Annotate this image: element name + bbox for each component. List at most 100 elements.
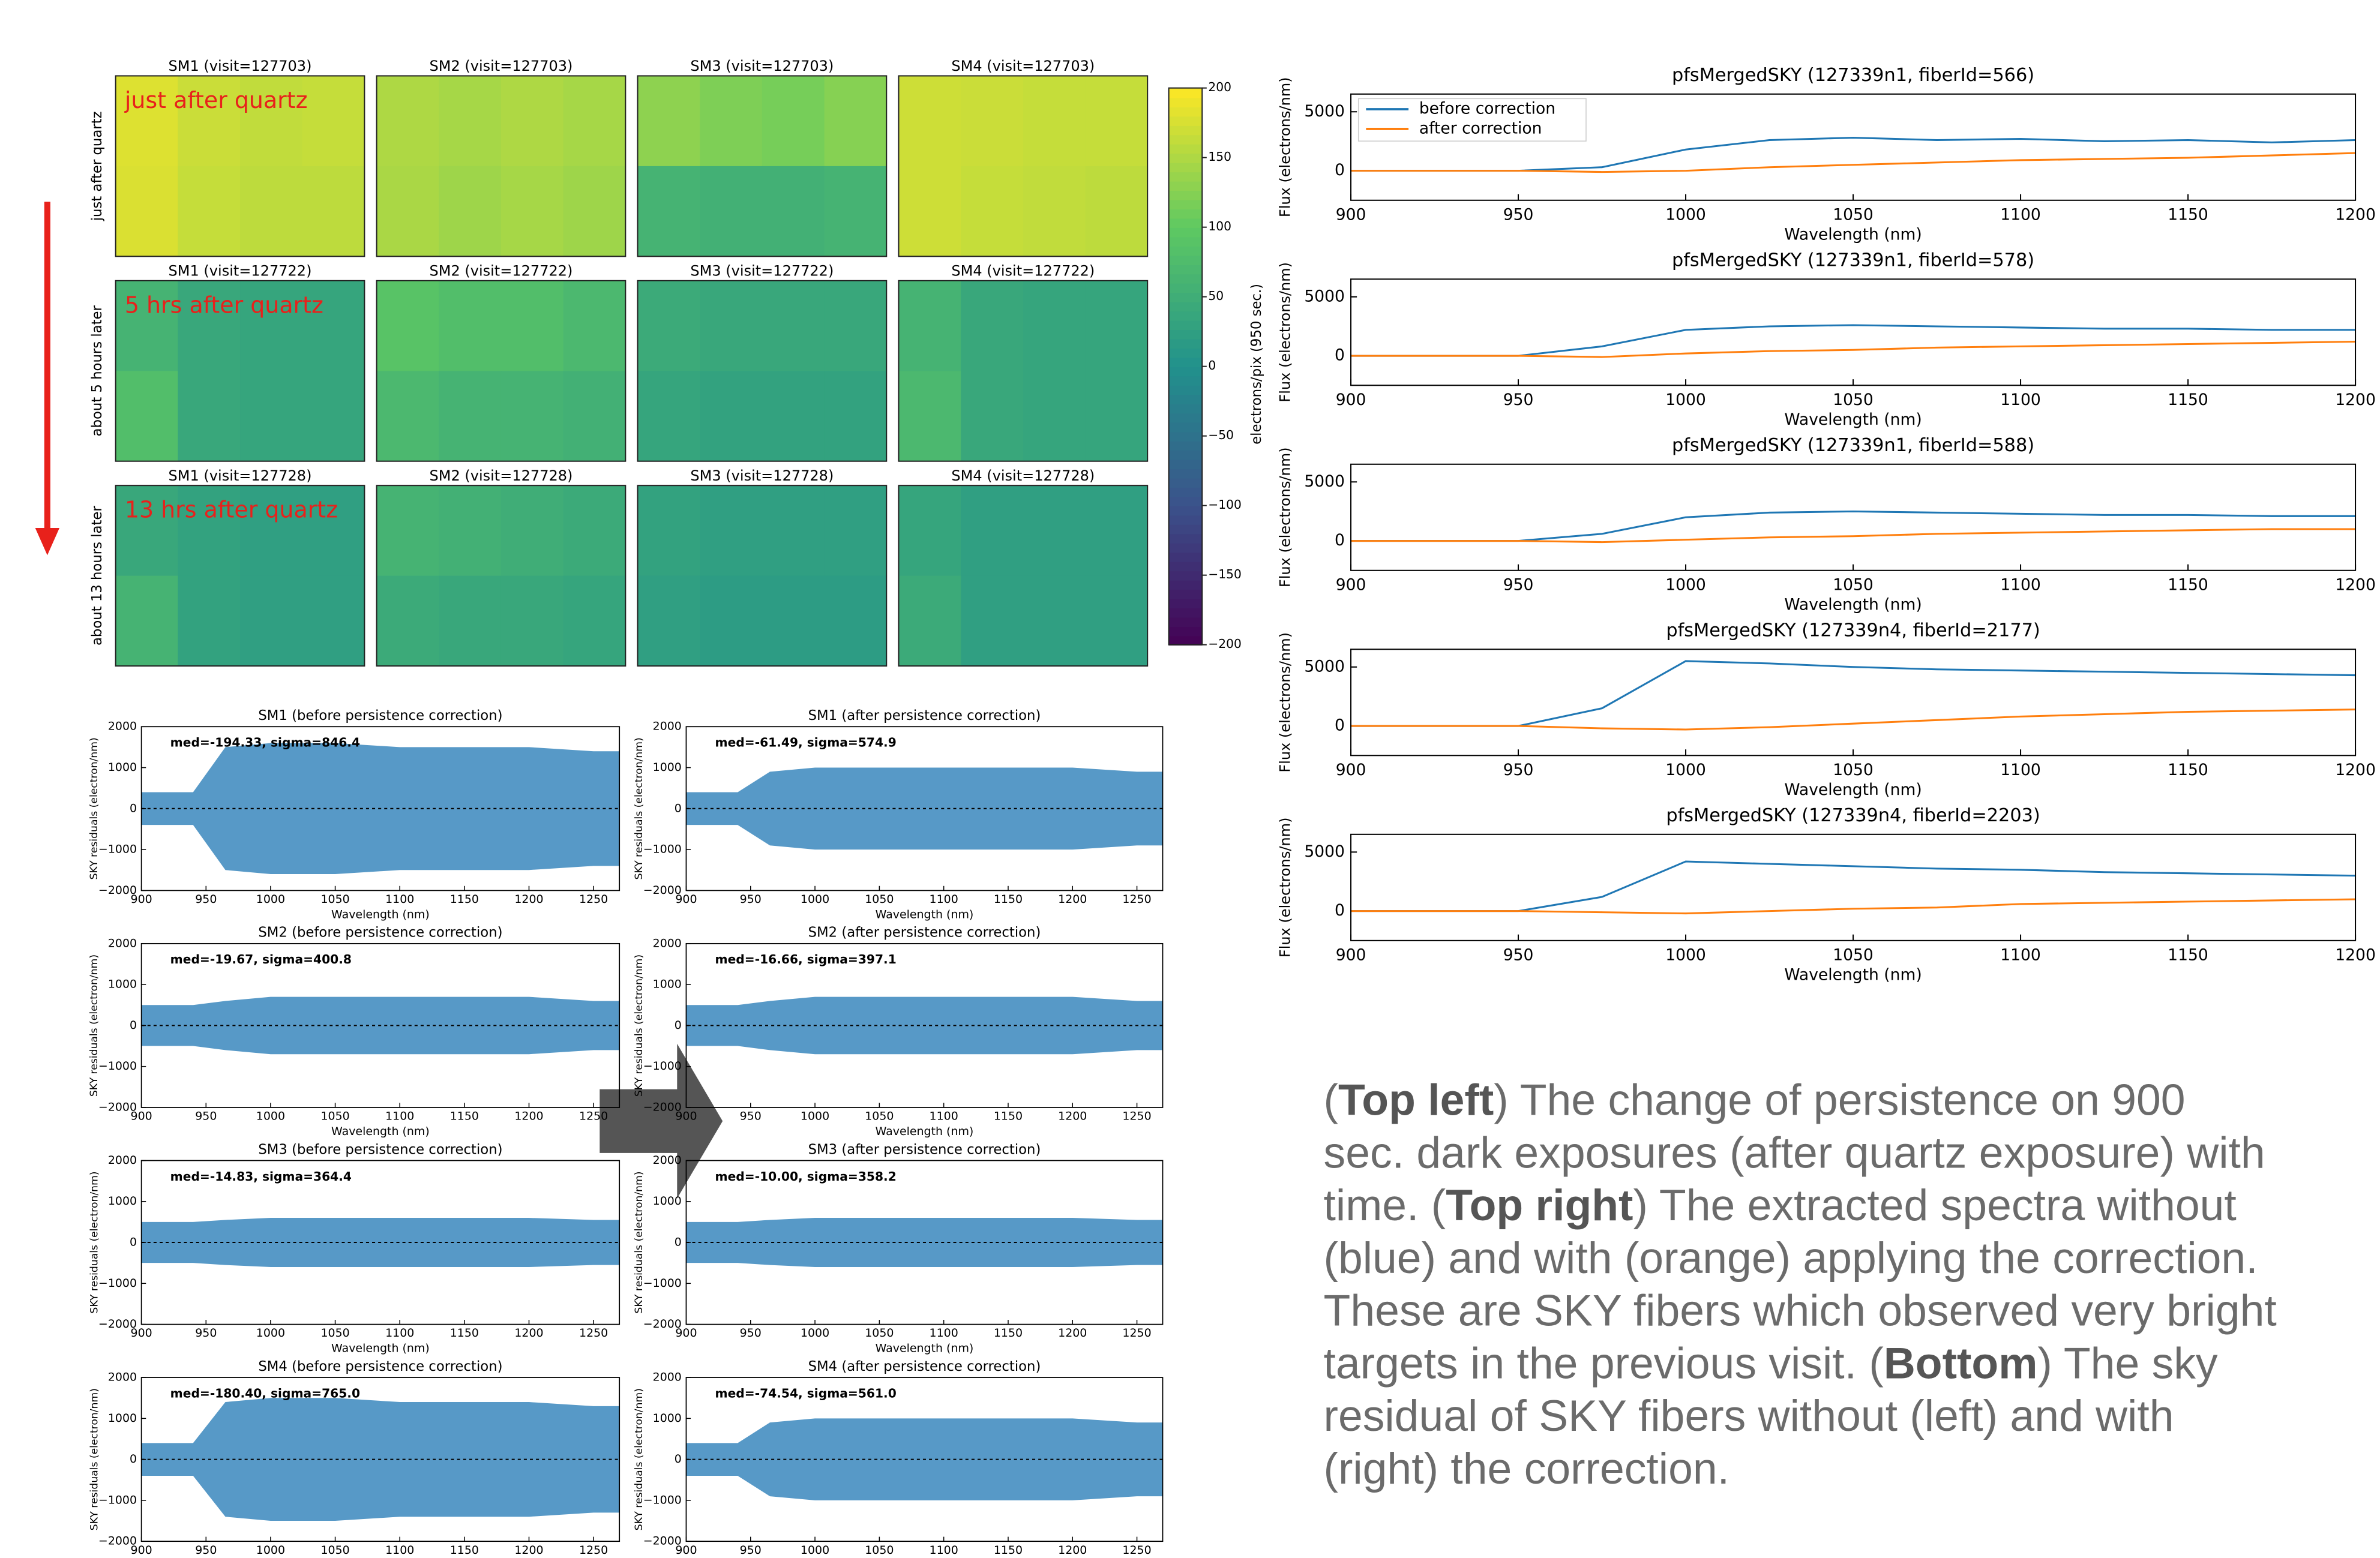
colorbar-step [1168, 218, 1203, 228]
x-tick-label: 1050 [320, 1110, 349, 1123]
colorbar-step [1168, 607, 1203, 618]
x-tick-label: 1050 [1833, 946, 1874, 965]
x-tick-label: 1150 [450, 1110, 479, 1123]
chart-title: SM3 (before persistence correction) [258, 1142, 502, 1157]
heatmap-cell [178, 76, 241, 167]
heatmap-cell [115, 166, 179, 257]
colorbar-step [1168, 478, 1203, 488]
plot-frame [1350, 833, 2357, 941]
residual-band [141, 1398, 620, 1460]
heatmap-cell [376, 575, 440, 667]
y-tick-label: 0 [1335, 346, 1345, 365]
x-tick-label: 1150 [2168, 761, 2208, 779]
y-axis-label: Flux (electrons/nm) [1276, 632, 1293, 773]
panel-frame [376, 485, 627, 667]
colorbar-step [1168, 459, 1203, 470]
heatmap-cell [637, 485, 700, 577]
panel-frame [376, 280, 627, 462]
x-tick-label: 1000 [256, 1110, 285, 1123]
heatmap-cell [563, 166, 627, 257]
x-tick-label: 1200 [514, 1110, 543, 1123]
y-tick-label: −2000 [98, 1100, 137, 1113]
heatmap-cell [762, 485, 825, 577]
plot-frame [685, 1377, 1164, 1542]
colorbar-step [1168, 245, 1203, 256]
y-axis-label: SKY residuals (electron/nm) [633, 737, 645, 879]
series-line [1351, 898, 2356, 915]
x-tick-label: 900 [131, 1110, 152, 1123]
heatmap-cell [898, 76, 961, 167]
heatmap-cell [115, 485, 179, 577]
heatmap-cell [240, 280, 303, 372]
x-tick-label: 1150 [994, 1110, 1023, 1123]
panel-frame [637, 75, 888, 257]
chart-title: SM2 (before persistence correction) [258, 925, 502, 941]
x-tick-label: 1150 [994, 893, 1023, 906]
y-tick-label: 0 [1335, 161, 1345, 179]
colorbar-tick-label: 150 [1208, 149, 1231, 164]
x-tick-label: 1200 [2335, 206, 2376, 224]
x-tick-label: 1000 [1665, 761, 1706, 779]
x-axis-label: Wavelength (nm) [331, 908, 430, 921]
colorbar-step [1168, 125, 1203, 136]
heatmap-cell [1023, 76, 1086, 167]
heatmap-cell [700, 280, 763, 372]
colorbar-step [1168, 116, 1203, 126]
x-axis-label: Wavelength (nm) [1784, 595, 1922, 614]
colorbar-step [1168, 440, 1203, 451]
x-tick-label: 1050 [1833, 391, 1874, 409]
legend-label: before correction [1419, 100, 1555, 118]
colorbar-tick-label: 0 [1208, 358, 1216, 373]
y-tick-label: 5000 [1304, 657, 1345, 676]
x-tick-label: 1050 [320, 893, 349, 906]
x-tick-label: 900 [131, 1544, 152, 1557]
y-tick-label: 1000 [653, 1412, 682, 1425]
stats-annotation: med=-10.00, sigma=358.2 [715, 1169, 897, 1184]
y-tick-label: 0 [1335, 716, 1345, 735]
heatmap-cell [563, 485, 627, 577]
caption-text: Top right [1446, 1181, 1633, 1230]
x-tick-label: 1050 [1833, 206, 1874, 224]
x-tick-label: 900 [131, 1326, 152, 1340]
x-tick-label: 1250 [579, 1544, 608, 1557]
x-tick-label: 900 [1336, 206, 1366, 224]
x-tick-label: 1100 [385, 1326, 414, 1340]
panel-title: SM2 (visit=127722) [430, 263, 573, 280]
heatmap-cell [1085, 371, 1148, 462]
heatmap-cell [302, 280, 365, 372]
colorbar-label: electrons/pix (950 sec.) [1249, 284, 1264, 445]
series-line [1351, 709, 2356, 731]
chart-title: SM1 (before persistence correction) [258, 708, 502, 724]
heatmap-cell [563, 575, 627, 667]
caption: (Top left) The change of persistence on … [1324, 1076, 2277, 1493]
heatmap-cell [824, 371, 888, 462]
heatmap-cell [637, 280, 700, 372]
y-tick-label: −2000 [643, 1100, 682, 1113]
heatmap-cell [563, 371, 627, 462]
x-tick-label: 1100 [385, 1544, 414, 1557]
x-tick-label: 1150 [2168, 576, 2208, 595]
chart-title: pfsMergedSKY (127339n4, fiberId=2177) [1666, 620, 2040, 641]
series-line [1351, 324, 2356, 357]
x-tick-label: 950 [740, 1544, 762, 1557]
series-line [1351, 860, 2356, 912]
y-tick-label: 0 [675, 1452, 682, 1466]
panel-title: SM1 (visit=127722) [169, 263, 312, 280]
caption-text: (right) the correction. [1324, 1444, 1729, 1493]
heatmap-cell [178, 485, 241, 577]
plot-frame [140, 942, 621, 1108]
x-axis-label: Wavelength (nm) [331, 1125, 430, 1138]
colorbar-step [1168, 152, 1203, 163]
stats-annotation: med=-61.49, sigma=574.9 [715, 736, 897, 750]
x-tick-label: 950 [1503, 206, 1534, 224]
colorbar-step [1168, 338, 1203, 349]
colorbar-step [1168, 181, 1203, 191]
x-tick-label: 1000 [1665, 946, 1706, 965]
time-arrow-head [35, 527, 60, 556]
plot-frame [1350, 93, 2357, 201]
heatmap-cell [1085, 166, 1148, 257]
stats-annotation: med=-19.67, sigma=400.8 [170, 952, 352, 966]
heatmap-cell [824, 575, 888, 667]
panel-frame [898, 485, 1149, 667]
y-tick-label: 0 [675, 801, 682, 815]
